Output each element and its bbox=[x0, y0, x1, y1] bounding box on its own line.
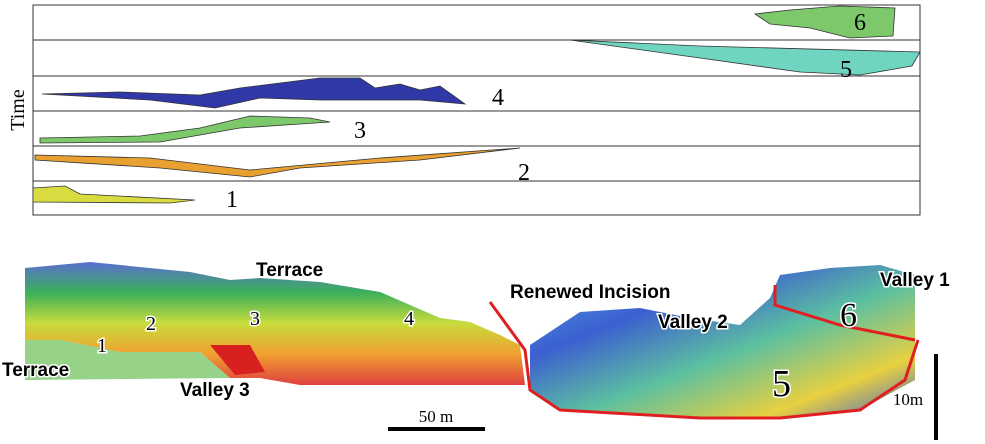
unit-label: 2 bbox=[146, 313, 156, 335]
section-label: Valley 2 bbox=[658, 312, 728, 333]
section-label: Renewed Incision bbox=[510, 282, 670, 303]
time-panel bbox=[33, 5, 920, 215]
unit-label: 4 bbox=[404, 308, 414, 330]
section-label: Valley 1 bbox=[880, 270, 950, 291]
unit-label: 5 bbox=[772, 363, 791, 405]
axis-label: Time bbox=[7, 89, 29, 131]
time-shapes bbox=[33, 6, 920, 203]
scale-label: 50 m bbox=[419, 407, 453, 426]
unit-label: 4 bbox=[492, 85, 504, 111]
unit-label: 2 bbox=[518, 160, 530, 186]
unit-label: 1 bbox=[97, 335, 107, 357]
section-label: Terrace bbox=[256, 260, 323, 281]
vertical-scale-label: 10m bbox=[893, 390, 923, 409]
unit-label: 3 bbox=[250, 308, 260, 330]
unit-label: 6 bbox=[840, 297, 857, 334]
figure: Time 1 2 3 4 5 6 50 m 10m Terrace Terrac… bbox=[0, 0, 985, 444]
unit-label: 6 bbox=[854, 10, 866, 36]
section-label: Valley 3 bbox=[180, 380, 250, 401]
unit-label: 3 bbox=[354, 118, 366, 144]
unit-label: 1 bbox=[226, 187, 238, 213]
section-label: Terrace bbox=[2, 360, 69, 381]
unit-label: 5 bbox=[840, 57, 852, 83]
